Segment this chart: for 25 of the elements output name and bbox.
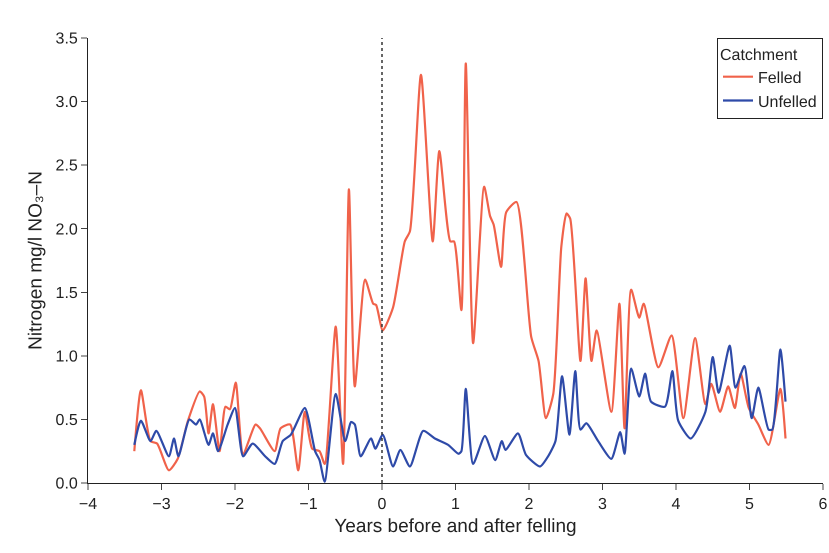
- x-tick-label: 4: [672, 496, 681, 514]
- y-tick-label: 1.0: [56, 348, 78, 366]
- x-tick-label: 5: [745, 496, 754, 514]
- legend-title: Catchment: [720, 46, 798, 64]
- line-series: [133, 344, 787, 483]
- y-tick-label: 3.5: [56, 30, 78, 48]
- x-tick-label: −2: [226, 496, 244, 514]
- x-tick-label: −3: [152, 496, 171, 514]
- legend-label: Felled: [758, 70, 802, 87]
- x-axis-title: Years before and after felling: [334, 516, 577, 537]
- y-tick-label: 2.5: [56, 158, 78, 175]
- y-axis-title: Nitrogen mg/l NO₃–N: [25, 171, 46, 350]
- x-tick-label: 0: [378, 496, 387, 514]
- y-tick-label: 1.5: [56, 284, 78, 302]
- x-tick-label: 6: [818, 496, 828, 514]
- legend-label: Unfelled: [758, 94, 817, 111]
- x-tick-label: 1: [451, 496, 460, 514]
- x-tick-label: −4: [78, 496, 98, 514]
- x-tick-label: −1: [299, 496, 318, 514]
- y-tick-label: 2.0: [56, 221, 78, 238]
- x-tick-label: 3: [598, 496, 608, 514]
- y-tick-label: 0.0: [56, 476, 78, 493]
- x-tick-label: 2: [524, 496, 534, 514]
- y-tick-label: 0.5: [56, 412, 78, 430]
- y-tick-label: 3.0: [56, 94, 78, 112]
